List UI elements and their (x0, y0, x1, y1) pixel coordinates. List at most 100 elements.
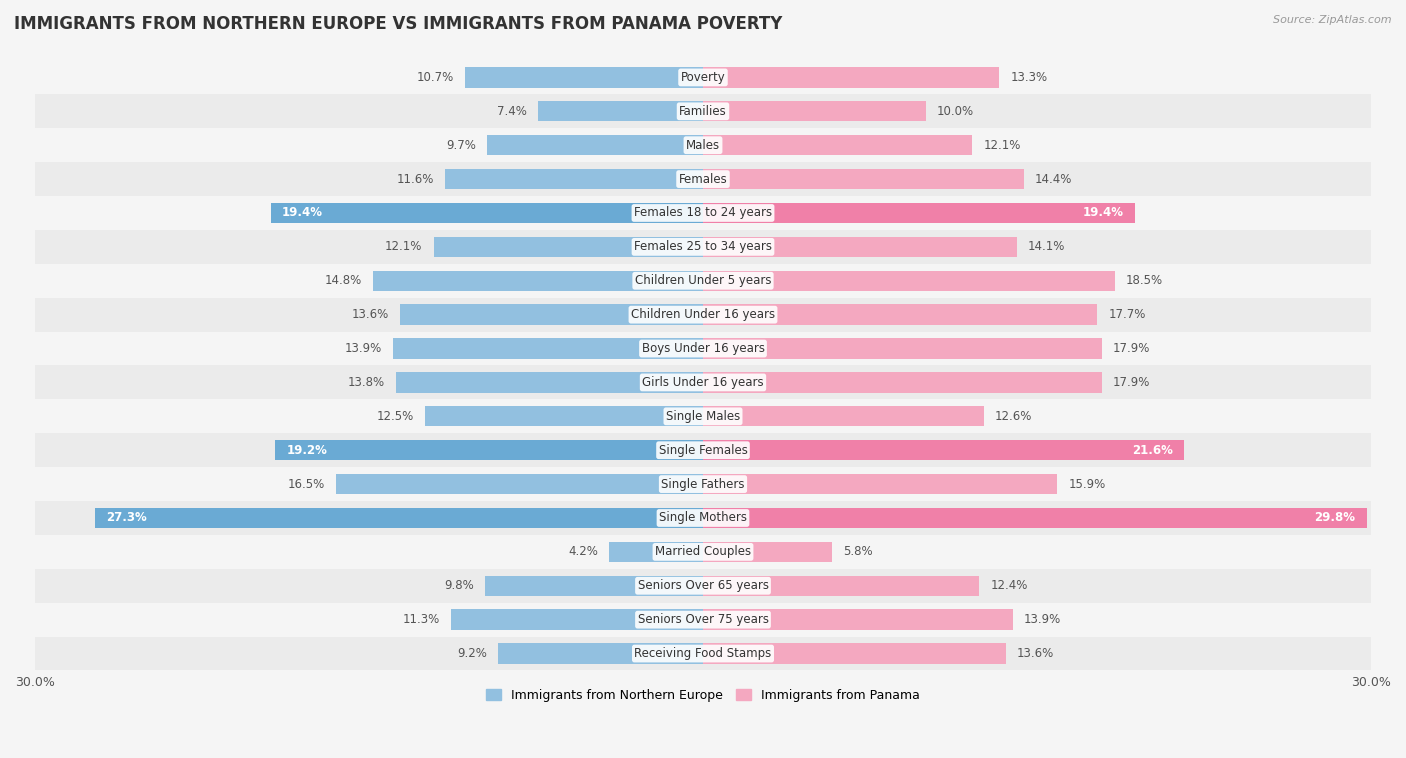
Bar (35, 264, 1371, 298)
Text: Married Couples: Married Couples (655, 545, 751, 559)
Bar (401, 305, 703, 325)
Text: Single Fathers: Single Fathers (661, 478, 745, 490)
Text: Boys Under 16 years: Boys Under 16 years (641, 342, 765, 355)
Text: Girls Under 16 years: Girls Under 16 years (643, 376, 763, 389)
Legend: Immigrants from Northern Europe, Immigrants from Panama: Immigrants from Northern Europe, Immigra… (481, 684, 925, 707)
Text: Receiving Food Stamps: Receiving Food Stamps (634, 647, 772, 660)
Text: 12.6%: 12.6% (994, 410, 1032, 423)
Bar (703, 508, 1367, 528)
Bar (35, 196, 1371, 230)
Bar (35, 501, 1371, 535)
Bar (703, 305, 1097, 325)
Text: Females 18 to 24 years: Females 18 to 24 years (634, 206, 772, 220)
Text: Poverty: Poverty (681, 71, 725, 84)
Text: 12.1%: 12.1% (984, 139, 1021, 152)
Bar (703, 372, 1102, 393)
Bar (538, 101, 703, 121)
Text: 13.3%: 13.3% (1011, 71, 1047, 84)
Text: IMMIGRANTS FROM NORTHERN EUROPE VS IMMIGRANTS FROM PANAMA POVERTY: IMMIGRANTS FROM NORTHERN EUROPE VS IMMIG… (14, 15, 782, 33)
Bar (465, 67, 703, 88)
Text: 12.5%: 12.5% (377, 410, 413, 423)
Bar (35, 94, 1371, 128)
Text: Seniors Over 75 years: Seniors Over 75 years (637, 613, 769, 626)
Bar (271, 203, 703, 223)
Text: 13.6%: 13.6% (1017, 647, 1054, 660)
Text: Single Mothers: Single Mothers (659, 512, 747, 525)
Text: Families: Families (679, 105, 727, 117)
Bar (374, 271, 703, 291)
Bar (703, 575, 979, 596)
Bar (433, 236, 703, 257)
Bar (35, 365, 1371, 399)
Bar (35, 637, 1371, 671)
Bar (336, 474, 703, 494)
Text: Children Under 16 years: Children Under 16 years (631, 309, 775, 321)
Bar (703, 67, 1000, 88)
Text: Single Males: Single Males (666, 410, 740, 423)
Text: Source: ZipAtlas.com: Source: ZipAtlas.com (1274, 15, 1392, 25)
Text: 12.1%: 12.1% (385, 240, 422, 253)
Text: 9.8%: 9.8% (444, 579, 474, 592)
Bar (395, 372, 703, 393)
Bar (486, 135, 703, 155)
Bar (703, 135, 973, 155)
Text: Children Under 5 years: Children Under 5 years (634, 274, 772, 287)
Bar (703, 440, 1184, 460)
Bar (35, 128, 1371, 162)
Text: 7.4%: 7.4% (498, 105, 527, 117)
Text: 15.9%: 15.9% (1069, 478, 1105, 490)
Bar (35, 230, 1371, 264)
Bar (703, 609, 1012, 630)
Bar (35, 434, 1371, 467)
Text: 11.6%: 11.6% (396, 173, 433, 186)
Text: 10.0%: 10.0% (936, 105, 974, 117)
Text: 13.9%: 13.9% (344, 342, 382, 355)
Bar (35, 535, 1371, 568)
Text: 19.4%: 19.4% (1083, 206, 1123, 220)
Text: 21.6%: 21.6% (1132, 443, 1173, 457)
Text: 5.8%: 5.8% (844, 545, 873, 559)
Text: 29.8%: 29.8% (1315, 512, 1355, 525)
Bar (703, 474, 1057, 494)
Bar (35, 61, 1371, 94)
Text: 9.2%: 9.2% (457, 647, 486, 660)
Bar (703, 338, 1102, 359)
Text: 18.5%: 18.5% (1126, 274, 1163, 287)
Text: 11.3%: 11.3% (404, 613, 440, 626)
Bar (703, 644, 1005, 664)
Bar (35, 603, 1371, 637)
Text: Seniors Over 65 years: Seniors Over 65 years (637, 579, 769, 592)
Bar (35, 568, 1371, 603)
Bar (703, 236, 1017, 257)
Bar (35, 467, 1371, 501)
Bar (35, 298, 1371, 331)
Bar (444, 169, 703, 190)
Bar (703, 271, 1115, 291)
Text: 13.8%: 13.8% (347, 376, 385, 389)
Text: 19.4%: 19.4% (283, 206, 323, 220)
Text: 14.8%: 14.8% (325, 274, 363, 287)
Bar (498, 644, 703, 664)
Text: Single Females: Single Females (658, 443, 748, 457)
Text: Females 25 to 34 years: Females 25 to 34 years (634, 240, 772, 253)
Bar (703, 101, 925, 121)
Bar (703, 169, 1024, 190)
Bar (394, 338, 703, 359)
Text: 17.9%: 17.9% (1112, 376, 1150, 389)
Text: Females: Females (679, 173, 727, 186)
Text: 17.9%: 17.9% (1112, 342, 1150, 355)
Text: 9.7%: 9.7% (446, 139, 475, 152)
Text: 14.1%: 14.1% (1028, 240, 1066, 253)
Bar (609, 542, 703, 562)
Text: 17.7%: 17.7% (1108, 309, 1146, 321)
Text: 19.2%: 19.2% (287, 443, 328, 457)
Bar (276, 440, 703, 460)
Text: 27.3%: 27.3% (107, 512, 148, 525)
Text: 12.4%: 12.4% (990, 579, 1028, 592)
Bar (451, 609, 703, 630)
Bar (96, 508, 703, 528)
Text: 4.2%: 4.2% (568, 545, 599, 559)
Bar (35, 162, 1371, 196)
Text: 10.7%: 10.7% (416, 71, 454, 84)
Text: 13.9%: 13.9% (1024, 613, 1062, 626)
